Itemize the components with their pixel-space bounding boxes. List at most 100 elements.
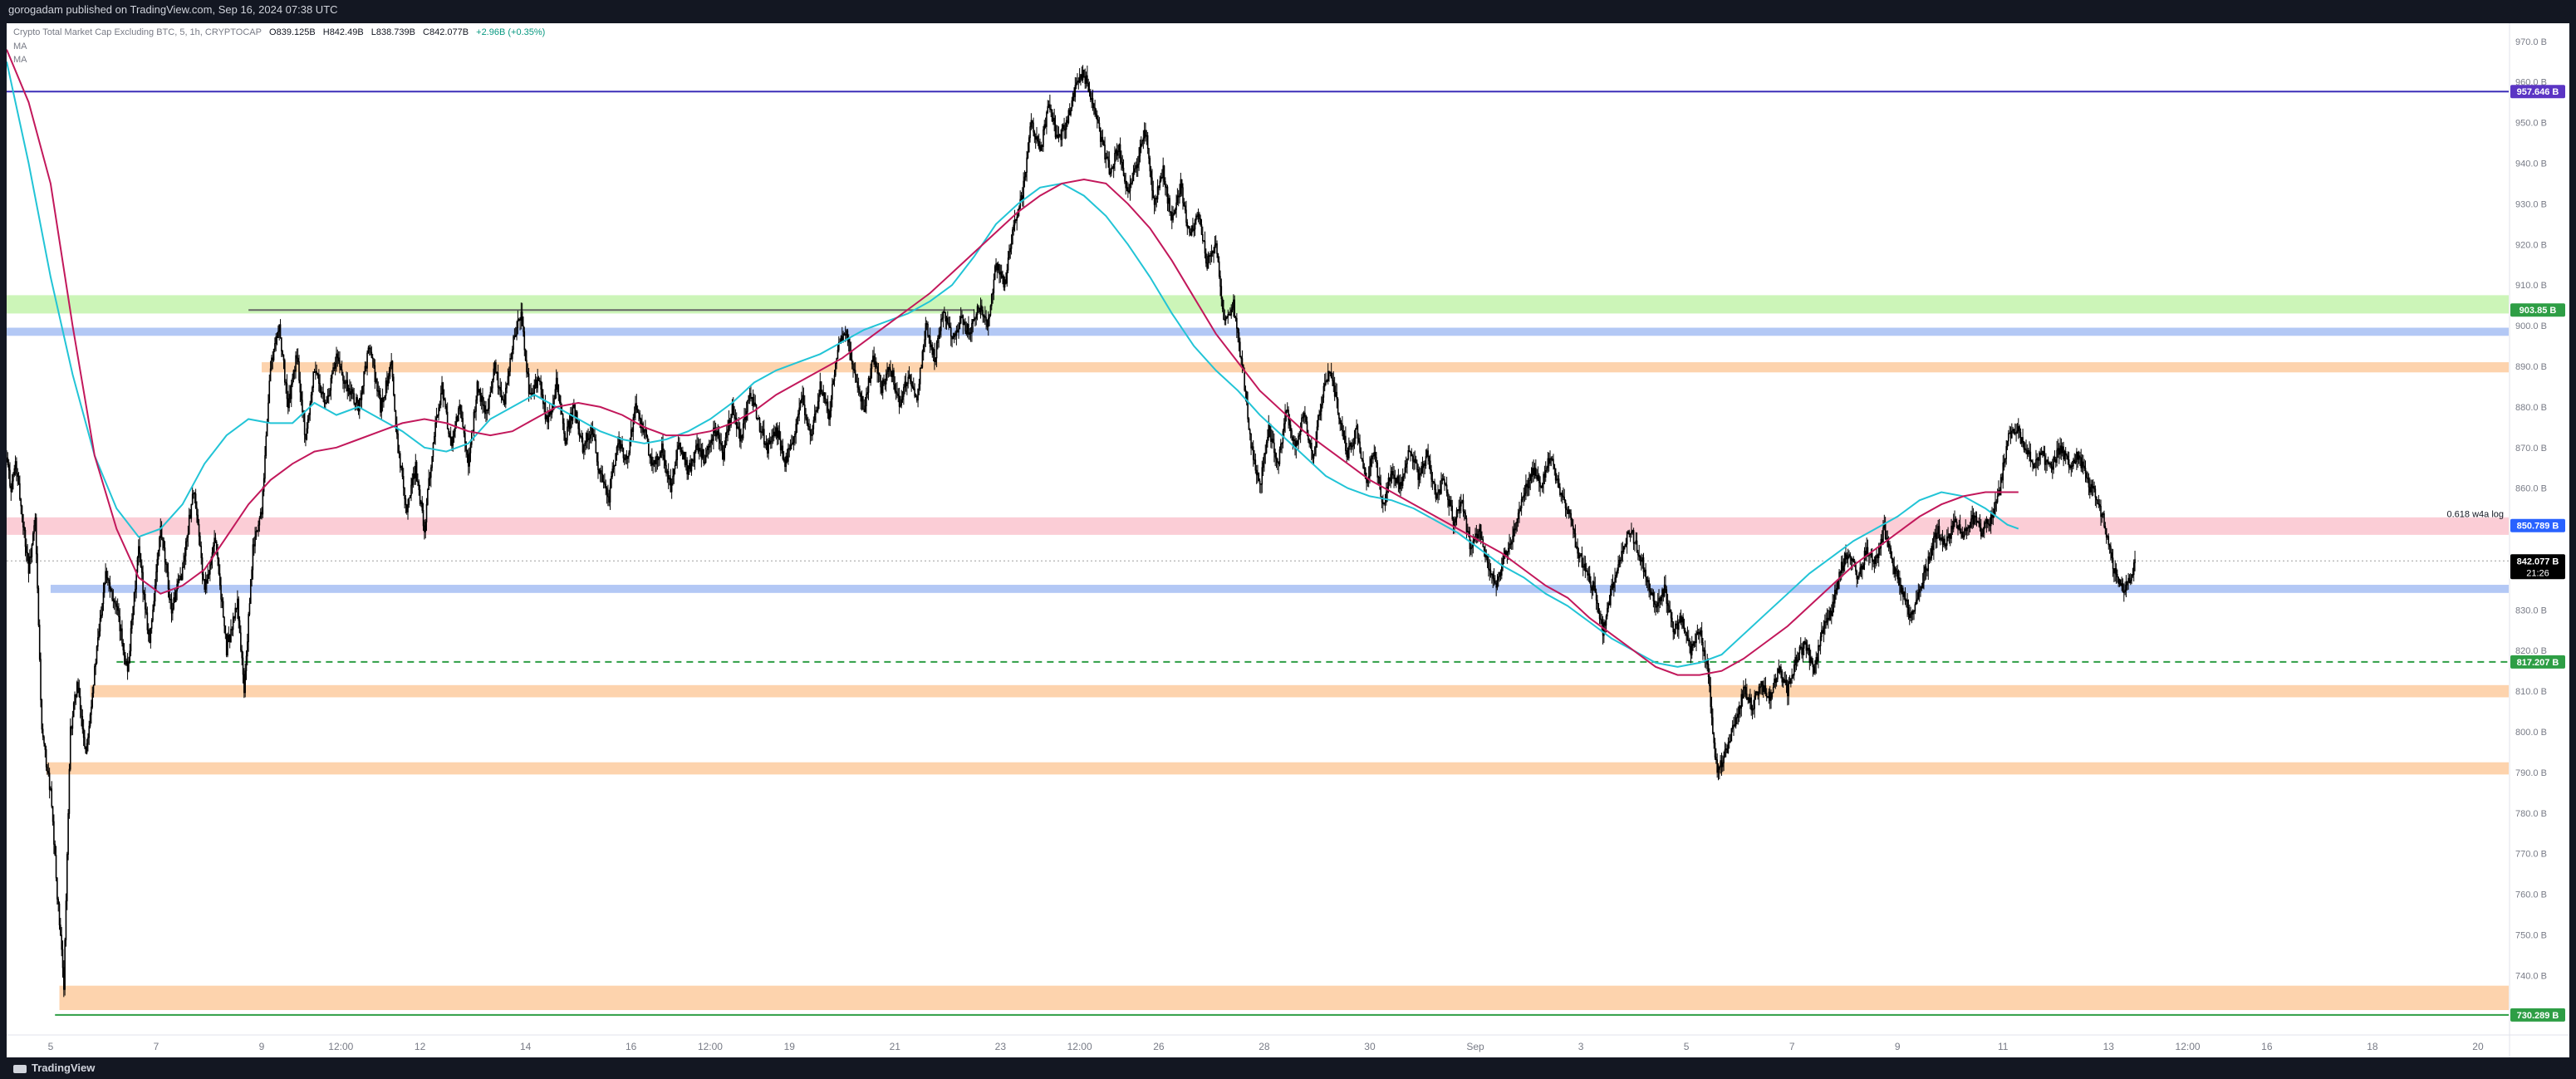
candle-body-328 — [366, 352, 368, 369]
candle-body-1092 — [1206, 262, 1208, 269]
candle-body-1048 — [1158, 186, 1160, 189]
candle-body-1520 — [1676, 623, 1679, 630]
zone-rect-6[interactable] — [46, 762, 2510, 775]
candle-body-810 — [896, 391, 898, 395]
price-label-bg-2[interactable] — [2510, 518, 2565, 532]
x-tick-label: 18 — [2367, 1041, 2378, 1052]
candle-body-1043 — [1152, 189, 1155, 199]
candle-body-980 — [1083, 70, 1085, 77]
candle-body-1721 — [1897, 577, 1900, 580]
ma-slow-line[interactable] — [7, 49, 2019, 676]
x-tick-label: 14 — [520, 1041, 532, 1052]
candle-body-500 — [555, 377, 557, 390]
candle-body-60 — [71, 716, 74, 729]
candle-body-1935 — [2132, 562, 2135, 576]
candle-body-515 — [572, 407, 574, 421]
x-tick-label: 12 — [415, 1041, 426, 1052]
price-label[interactable]: 850.789 B — [2517, 522, 2559, 532]
candle-body-901 — [996, 263, 999, 271]
candle-body-912 — [1008, 251, 1010, 258]
candle-body-154 — [175, 591, 177, 602]
tradingview-logo[interactable]: TradingView — [13, 1062, 95, 1074]
candle-body-1632 — [1799, 646, 1802, 649]
candle-body-1713 — [1889, 543, 1891, 549]
candle-body-308 — [344, 382, 346, 385]
zone-rect-1[interactable] — [7, 327, 2509, 336]
candle-body-392 — [436, 414, 439, 419]
candle-body-300 — [336, 353, 337, 364]
candle-body-91 — [105, 571, 108, 578]
candle-body-721 — [798, 407, 800, 415]
candle-body-200 — [225, 633, 228, 656]
fib-annotation[interactable]: 0.618 w4a log — [2447, 509, 2505, 519]
candle-body-1467 — [1618, 559, 1621, 566]
candle-body-1599 — [1764, 685, 1765, 693]
brand-name: TradingView — [32, 1062, 96, 1074]
candle-body-257 — [288, 394, 290, 409]
y-tick-label: 740.0 B — [2515, 971, 2547, 981]
candle-body-1575 — [1737, 714, 1739, 718]
price-label[interactable]: 903.85 B — [2520, 306, 2557, 316]
price-label[interactable]: 842.077 B — [2517, 557, 2559, 566]
candle-body-909 — [1005, 279, 1007, 284]
zone-rect-2[interactable] — [262, 362, 2509, 373]
zone-rect-3[interactable] — [7, 517, 2509, 535]
candle-body-1608 — [1774, 678, 1775, 688]
zone-rect-5[interactable] — [90, 684, 2510, 698]
candle-body-1106 — [1221, 298, 1224, 309]
price-label[interactable]: 817.207 B — [2517, 658, 2559, 668]
candle-body-1306 — [1441, 478, 1444, 481]
zone-rect-7[interactable] — [59, 985, 2509, 1010]
candle-body-303 — [339, 360, 341, 367]
candle-body-1761 — [1941, 537, 1944, 545]
price-label-bg-3[interactable] — [2510, 554, 2565, 580]
ma-fast-line[interactable] — [7, 61, 2019, 668]
candle-body-1679 — [1852, 558, 1853, 562]
candle-body-842 — [931, 344, 934, 356]
candle-body-1137 — [1255, 469, 1258, 476]
price-label-bg-5[interactable] — [2510, 1008, 2565, 1022]
candle-body-661 — [732, 402, 734, 415]
price-label-bg-4[interactable] — [2510, 655, 2565, 669]
candle-body-1897 — [2091, 483, 2093, 488]
candle-body-558 — [619, 437, 621, 449]
chart-area[interactable]: 740.0 B 750.0 B 760.0 B 770.0 B 780.0 B 790.0… — [7, 23, 2569, 1057]
candle-body-1872 — [2063, 451, 2066, 460]
candle-body-995 — [1099, 128, 1102, 142]
candle-body-989 — [1093, 103, 1095, 109]
indicator-ma-1[interactable]: MA — [13, 42, 27, 51]
candle-body-195 — [220, 585, 222, 600]
price-label-bg-1[interactable] — [2510, 303, 2565, 317]
candle-body-80 — [94, 665, 96, 686]
price-label-bg-0[interactable] — [2510, 85, 2565, 99]
indicator-ma-2[interactable]: MA — [13, 55, 27, 65]
candle-body-272 — [305, 434, 307, 440]
candle-body-1138 — [1257, 472, 1259, 476]
candle-body-1443 — [1592, 581, 1594, 591]
zone-rect-0[interactable] — [7, 295, 2509, 314]
candle-body-850 — [940, 318, 942, 331]
candle-body-1364 — [1505, 550, 1507, 556]
zone-rect-4[interactable] — [50, 585, 2509, 593]
candle-body-1819 — [2005, 446, 2008, 459]
candle-body-124 — [142, 571, 144, 593]
candle-body-1057 — [1168, 198, 1170, 204]
candle-body-387 — [431, 456, 433, 468]
candle-body-27 — [35, 517, 37, 555]
candle-body-1801 — [1985, 519, 1988, 523]
price-label[interactable]: 957.646 B — [2517, 87, 2559, 97]
candle-body-214 — [241, 650, 243, 659]
candle-body-1031 — [1139, 146, 1141, 157]
candle-body-1602 — [1767, 696, 1769, 699]
candle-body-966 — [1067, 110, 1070, 123]
candle-body-974 — [1077, 81, 1078, 84]
candle-body-1189 — [1313, 454, 1315, 459]
price-label[interactable]: 730.289 B — [2517, 1011, 2559, 1021]
candle-body-511 — [567, 420, 570, 428]
candle-body-261 — [292, 370, 295, 379]
candle-body-1807 — [1992, 515, 1995, 518]
candle-body-1155 — [1275, 456, 1278, 460]
candle-body-828 — [915, 396, 918, 401]
candle-body-1349 — [1489, 568, 1491, 571]
